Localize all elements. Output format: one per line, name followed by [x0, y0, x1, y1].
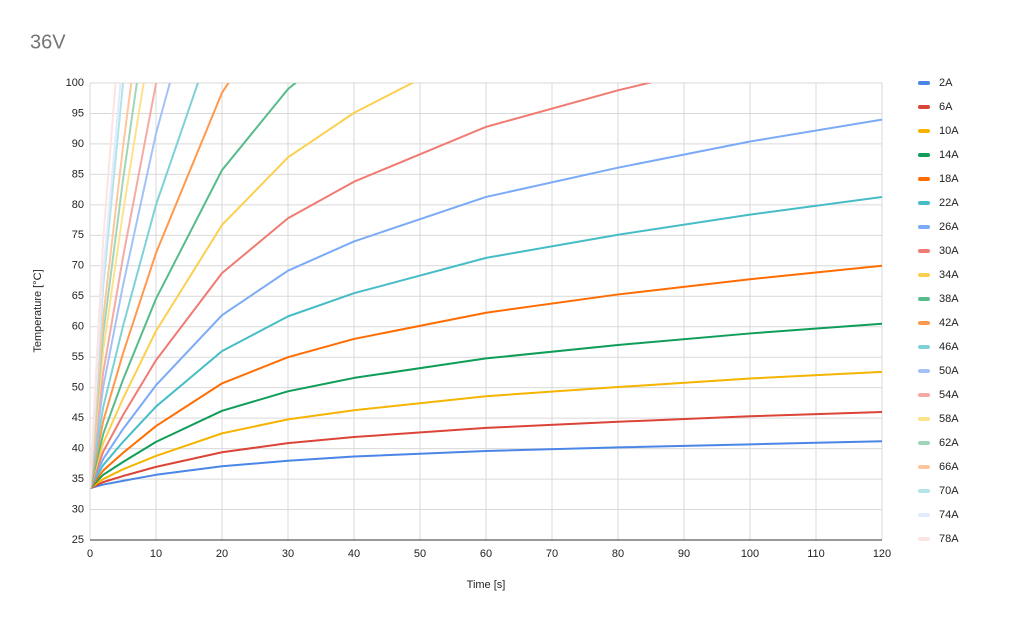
legend-swatch: [918, 369, 930, 373]
legend-swatch: [918, 201, 930, 205]
legend-swatch: [918, 273, 930, 277]
legend-label: 2A: [939, 77, 953, 89]
y-tick-label: 100: [66, 77, 84, 89]
x-tick-label: 30: [282, 548, 294, 560]
chart-title: 36V: [30, 31, 66, 53]
legend-label: 38A: [939, 293, 959, 305]
legend-label: 30A: [939, 245, 959, 257]
series-line: [90, 83, 415, 489]
legend-label: 10A: [939, 125, 959, 137]
legend-swatch: [918, 417, 930, 421]
series-line: [90, 83, 158, 489]
y-tick-label: 55: [72, 351, 84, 363]
legend-swatch: [918, 177, 930, 181]
y-tick-label: 60: [72, 321, 84, 333]
x-tick-label: 20: [216, 548, 228, 560]
legend-label: 74A: [939, 509, 959, 521]
x-tick-label: 10: [150, 548, 162, 560]
legend-swatch: [918, 345, 930, 349]
series-line: [90, 195, 882, 489]
x-tick-label: 90: [678, 548, 690, 560]
legend-swatch: [918, 489, 930, 493]
series-line: [90, 83, 117, 489]
series-line: [90, 411, 882, 490]
series-line: [90, 322, 882, 489]
series-line: [90, 118, 882, 489]
x-tick-label: 110: [807, 548, 825, 560]
x-tick-label: 80: [612, 548, 624, 560]
legend-label: 6A: [939, 101, 953, 113]
y-tick-label: 45: [72, 412, 84, 424]
legend-swatch: [918, 465, 930, 469]
x-tick-label: 120: [873, 548, 891, 560]
y-tick-label: 40: [72, 443, 84, 455]
legend-swatch: [918, 537, 930, 541]
legend-swatch: [918, 513, 930, 517]
y-tick-label: 65: [72, 290, 84, 302]
series-line: [90, 83, 133, 489]
series-line: [90, 83, 199, 489]
series-line: [90, 440, 882, 490]
legend-swatch: [918, 105, 930, 109]
plot-area: [90, 83, 882, 490]
x-tick-label: 50: [414, 548, 426, 560]
y-tick-label: 30: [72, 503, 84, 515]
legend-swatch: [918, 153, 930, 157]
legend-label: 70A: [939, 485, 959, 497]
legend-label: 42A: [939, 317, 959, 329]
y-tick-label: 80: [72, 199, 84, 211]
legend-swatch: [918, 297, 930, 301]
legend-label: 18A: [939, 173, 959, 185]
legend-swatch: [918, 393, 930, 397]
legend-label: 22A: [939, 197, 959, 209]
y-tick-label: 85: [72, 168, 84, 180]
y-tick-label: 25: [72, 534, 84, 546]
x-tick-label: 40: [348, 548, 360, 560]
y-tick-label: 35: [72, 473, 84, 485]
y-axis-title: Temperature [°C]: [32, 269, 44, 352]
legend-label: 54A: [939, 389, 959, 401]
y-tick-label: 50: [72, 382, 84, 394]
x-axis-title: Time [s]: [467, 579, 506, 591]
legend-label: 58A: [939, 413, 959, 425]
x-tick-label: 100: [741, 548, 759, 560]
legend-label: 50A: [939, 365, 959, 377]
legend-swatch: [918, 129, 930, 133]
series-line: [90, 264, 882, 489]
legend-swatch: [918, 81, 930, 85]
legend-label: 14A: [939, 149, 959, 161]
series-line: [90, 83, 230, 489]
legend-swatch: [918, 441, 930, 445]
y-tick-label: 75: [72, 229, 84, 241]
legend-swatch: [918, 249, 930, 253]
legend-label: 34A: [939, 269, 959, 281]
legend-label: 78A: [939, 533, 959, 545]
y-tick-label: 90: [72, 138, 84, 150]
x-tick-label: 60: [480, 548, 492, 560]
x-tick-label: 70: [546, 548, 558, 560]
series-line: [90, 370, 882, 490]
legend-swatch: [918, 225, 930, 229]
legend-label: 26A: [939, 221, 959, 233]
y-tick-label: 95: [72, 107, 84, 119]
series-line: [90, 83, 653, 489]
legend-label: 46A: [939, 341, 959, 353]
series-line: [90, 83, 171, 489]
legend-swatch: [918, 321, 930, 325]
x-tick-label: 0: [87, 548, 93, 560]
legend-label: 66A: [939, 461, 959, 473]
series-line: [90, 83, 297, 489]
y-tick-label: 70: [72, 260, 84, 272]
legend-label: 62A: [939, 437, 959, 449]
